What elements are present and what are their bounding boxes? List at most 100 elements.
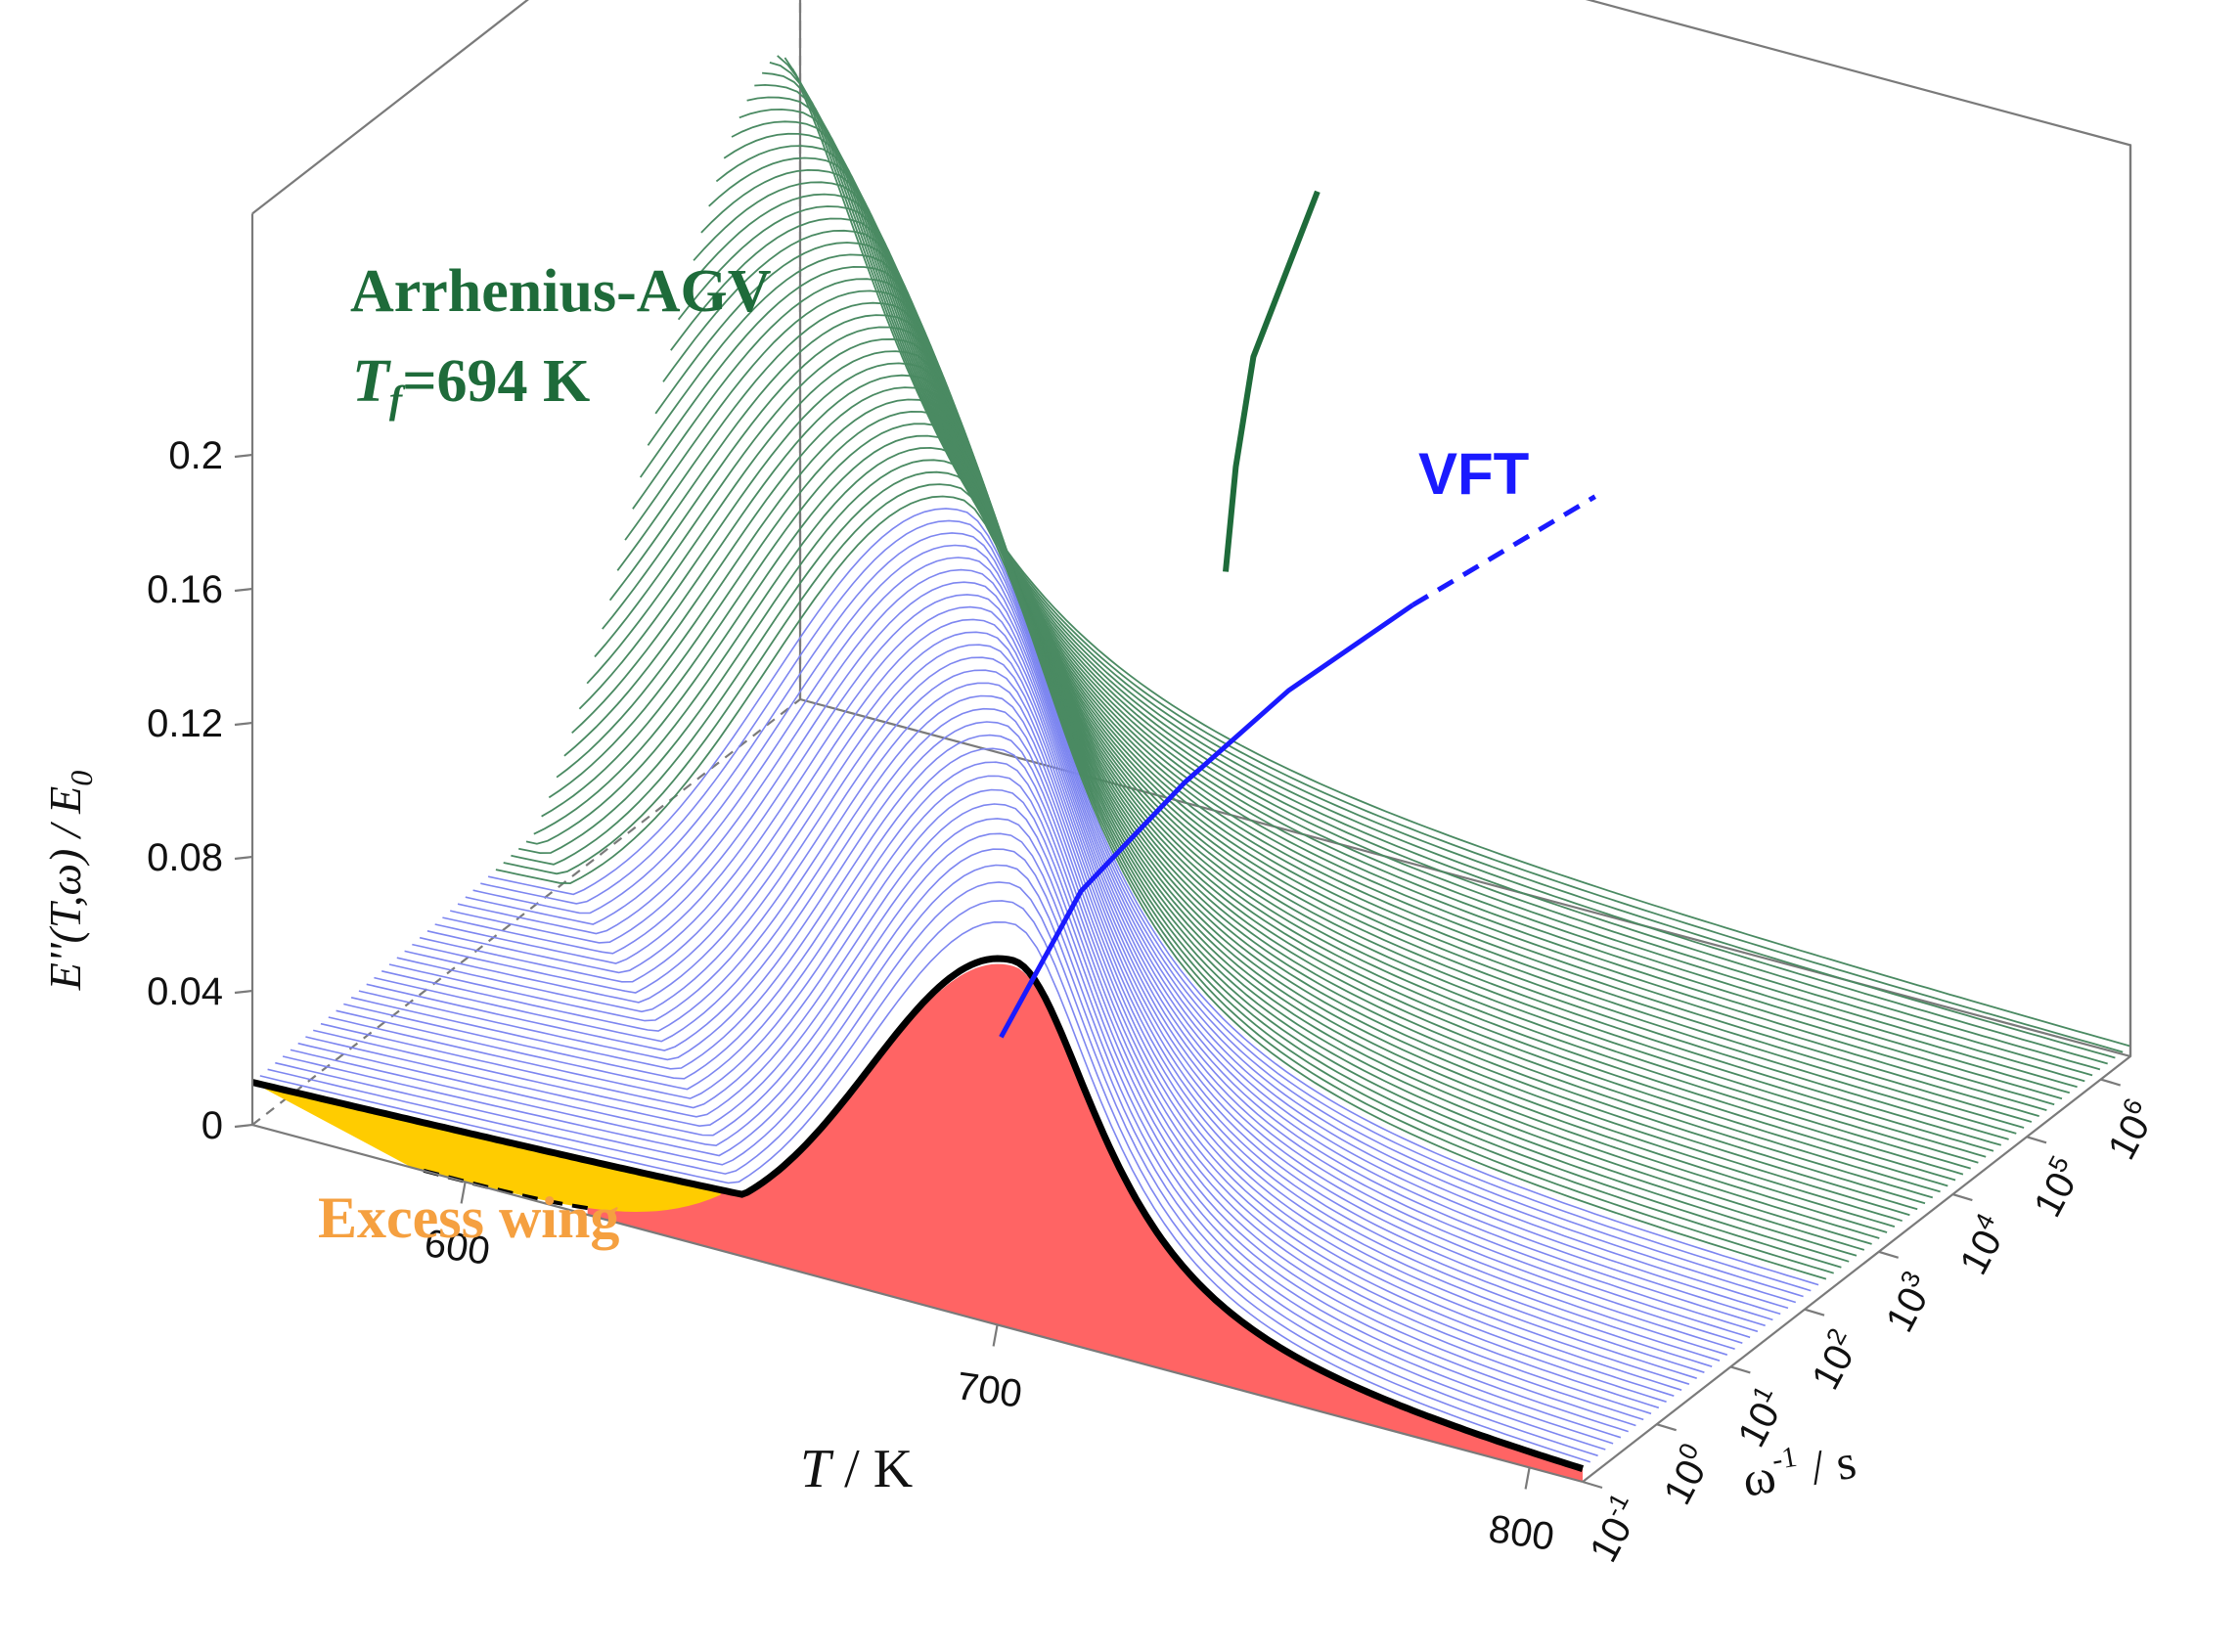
vft-mesh-line	[381, 682, 1713, 1367]
omega-tick-mark	[1804, 1308, 1825, 1317]
vft-mesh-line	[404, 644, 1735, 1350]
vft-mesh-line	[290, 848, 1622, 1439]
vft-label: VFT	[1418, 441, 1529, 507]
arrhenius-mesh-line	[594, 337, 1926, 1205]
arrhenius-mesh-line	[693, 181, 2025, 1129]
arrhenius-tf-label: Tf=694 K	[352, 348, 590, 422]
vft-mesh-line	[343, 747, 1675, 1397]
vft-mesh	[259, 508, 1819, 1463]
arrhenius-mesh-line	[616, 301, 1948, 1187]
arrhenius-mesh-line	[723, 132, 2055, 1106]
arrhenius-mesh-line	[670, 217, 2002, 1146]
omega-tick-label: 100	[1651, 1438, 1721, 1511]
z-tick-label: 0.12	[147, 702, 223, 745]
arrhenius-mesh-line	[739, 108, 2071, 1094]
omega-tick-mark	[1582, 1480, 1603, 1490]
vft-mesh-line	[396, 656, 1728, 1356]
z-tick-mark	[234, 989, 253, 995]
vft-mesh-line	[328, 775, 1660, 1409]
arrhenius-mesh-line	[602, 326, 1934, 1199]
arrhenius-mesh-line	[700, 168, 2033, 1123]
arrhenius-mesh-line	[654, 242, 1987, 1158]
omega-axis-title: ω-1 / s	[1738, 1431, 1860, 1507]
arrhenius-mesh-line	[677, 205, 2009, 1140]
z-tick-mark	[234, 587, 253, 593]
vft-mesh-line	[350, 734, 1682, 1391]
vft-mesh-line	[487, 508, 1819, 1286]
z-tick-mark	[234, 453, 253, 459]
arrhenius-mesh-line	[511, 470, 1842, 1269]
z-tick-label: 0.08	[147, 836, 223, 879]
arrhenius-mesh-line	[632, 278, 1964, 1176]
vft-mesh-line	[457, 557, 1789, 1310]
z-tick-label: 0.2	[168, 434, 223, 477]
excess-wing-label: Excess wing	[318, 1185, 619, 1250]
omega-tick-label: 102	[1800, 1323, 1869, 1397]
arrhenius-mesh-line	[731, 120, 2063, 1100]
z-tick-label: 0.04	[147, 970, 223, 1013]
t-axis-ticks: 600 700 800	[422, 1182, 1557, 1559]
arrhenius-mesh-line	[791, 67, 2124, 1053]
vft-mesh-line	[442, 581, 1773, 1321]
front-peak-fill	[587, 963, 1583, 1482]
arrhenius-mesh-line	[624, 290, 1956, 1182]
vft-mesh-line	[480, 519, 1812, 1292]
omega-tick-mark	[1730, 1365, 1751, 1374]
arrhenius-mesh-line	[777, 55, 2108, 1065]
omega-tick-mark	[1952, 1193, 1973, 1202]
t-axis-title: T / K	[800, 1439, 913, 1499]
z-tick-label: 0.16	[147, 568, 223, 611]
arrhenius-mesh-line	[541, 423, 1872, 1245]
vft-mesh-line	[259, 920, 1591, 1463]
ridge-lines	[999, 190, 1596, 1039]
vft-mesh-line	[282, 864, 1614, 1445]
arrhenius-mesh-line	[571, 374, 1903, 1223]
arrhenius-mesh-line	[762, 71, 2093, 1077]
vft-mesh-line	[297, 832, 1629, 1433]
t-tick-label: 800	[1486, 1507, 1556, 1559]
arrhenius-mesh-line	[647, 253, 1979, 1164]
arrhenius-label: Arrhenius-AGV	[350, 258, 772, 325]
omega-tick-label: 104	[1948, 1208, 2017, 1281]
arrhenius-mesh-line	[586, 350, 1918, 1211]
vft-mesh-line	[366, 707, 1697, 1379]
arrhenius-mesh-line	[525, 446, 1858, 1257]
z-axis-title: E''(T,ω) / E0	[40, 771, 99, 991]
t-tick-mark	[460, 1182, 467, 1204]
z-tick-label: 0	[202, 1104, 223, 1147]
vft-mesh-line	[336, 761, 1667, 1403]
vft-mesh-line	[388, 669, 1721, 1362]
arrhenius-mesh-line	[503, 483, 1834, 1274]
vft-mesh-line	[267, 900, 1598, 1457]
left-top-edge	[251, 0, 529, 215]
arrhenius-mesh-line	[563, 386, 1896, 1228]
arrhenius-mesh-line	[769, 62, 2101, 1071]
arrhenius-mesh-line	[556, 398, 1888, 1233]
arrhenius-mesh-line	[784, 57, 2116, 1059]
arrhenius-mesh-line	[708, 156, 2039, 1117]
vft-mesh-line	[426, 605, 1759, 1333]
arrhenius-mesh-line	[548, 410, 1880, 1239]
omega-tick-mark	[2026, 1136, 2047, 1144]
omega-tick-mark	[1656, 1423, 1677, 1432]
gaussian-boundary	[417, 1167, 589, 1211]
vft-mesh-line	[412, 631, 1743, 1344]
omega-tick-label: 103	[1873, 1266, 1943, 1339]
t-tick-mark	[1524, 1467, 1531, 1490]
z-tick-mark	[234, 721, 253, 727]
t-tick-label: 700	[954, 1364, 1024, 1416]
vft-mesh-line	[472, 532, 1804, 1298]
t-tick-mark	[992, 1324, 999, 1347]
vft-line-solid	[999, 603, 1414, 1039]
arrhenius-mesh-line	[518, 459, 1850, 1263]
vft-mesh-line	[434, 594, 1766, 1327]
omega-tick-mark	[2100, 1078, 2122, 1087]
arrhenius-peak-line	[1223, 190, 1321, 572]
excess-wing-fill	[252, 1082, 721, 1212]
vft-mesh-line	[465, 544, 1797, 1304]
vft-mesh-line	[313, 803, 1644, 1421]
vft-mesh-line	[419, 618, 1751, 1339]
arrhenius-mesh-line	[578, 362, 1910, 1217]
vft-mesh-line	[358, 721, 1690, 1385]
arrhenius-mesh-line	[608, 314, 1941, 1193]
